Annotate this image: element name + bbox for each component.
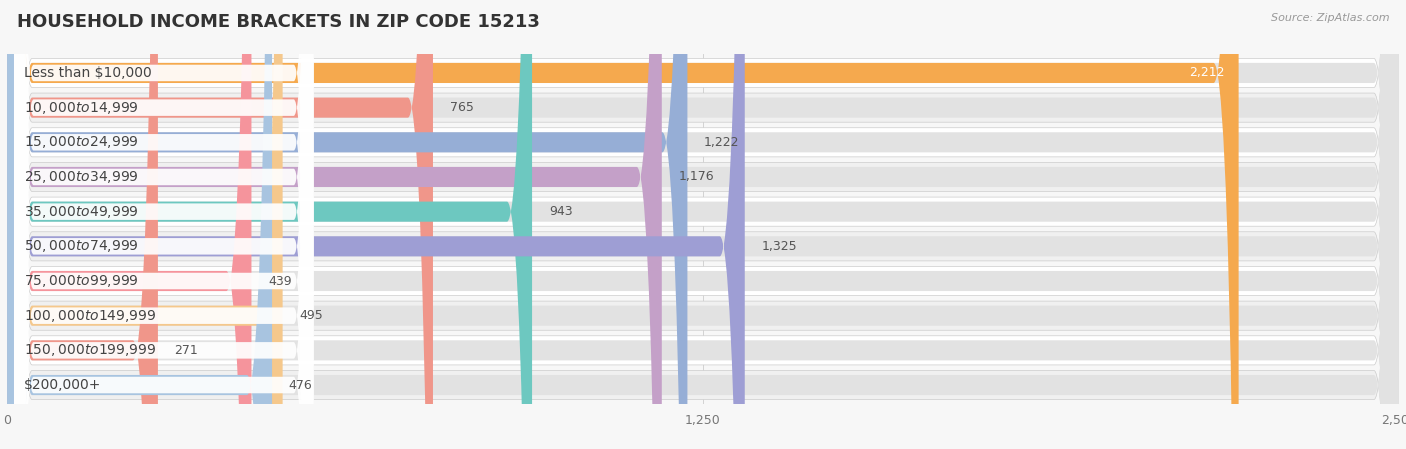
FancyBboxPatch shape — [14, 0, 314, 449]
FancyBboxPatch shape — [7, 0, 1399, 449]
Text: 765: 765 — [450, 101, 474, 114]
FancyBboxPatch shape — [7, 0, 433, 449]
FancyBboxPatch shape — [7, 0, 1399, 449]
FancyBboxPatch shape — [14, 0, 314, 449]
Text: 271: 271 — [174, 344, 198, 357]
Text: $100,000 to $149,999: $100,000 to $149,999 — [24, 308, 156, 324]
FancyBboxPatch shape — [14, 0, 314, 449]
FancyBboxPatch shape — [14, 0, 314, 449]
FancyBboxPatch shape — [7, 0, 745, 449]
Text: 439: 439 — [269, 274, 292, 287]
Text: 495: 495 — [299, 309, 323, 322]
FancyBboxPatch shape — [7, 0, 1399, 449]
FancyBboxPatch shape — [7, 0, 1399, 449]
FancyBboxPatch shape — [7, 0, 1399, 449]
Text: 1,222: 1,222 — [704, 136, 740, 149]
Text: Source: ZipAtlas.com: Source: ZipAtlas.com — [1271, 13, 1389, 23]
FancyBboxPatch shape — [14, 0, 314, 449]
FancyBboxPatch shape — [7, 0, 688, 449]
FancyBboxPatch shape — [14, 0, 314, 449]
Text: Less than $10,000: Less than $10,000 — [24, 66, 152, 80]
Text: $75,000 to $99,999: $75,000 to $99,999 — [24, 273, 139, 289]
FancyBboxPatch shape — [7, 0, 271, 449]
FancyBboxPatch shape — [7, 0, 1399, 449]
FancyBboxPatch shape — [7, 0, 1399, 449]
FancyBboxPatch shape — [7, 0, 1399, 449]
FancyBboxPatch shape — [14, 0, 314, 449]
Text: 2,212: 2,212 — [1189, 66, 1225, 79]
FancyBboxPatch shape — [7, 0, 1239, 449]
FancyBboxPatch shape — [14, 0, 314, 449]
FancyBboxPatch shape — [7, 0, 157, 449]
Text: 1,325: 1,325 — [762, 240, 797, 253]
FancyBboxPatch shape — [7, 0, 283, 449]
FancyBboxPatch shape — [7, 0, 1399, 449]
FancyBboxPatch shape — [7, 0, 1399, 449]
FancyBboxPatch shape — [7, 0, 1399, 449]
FancyBboxPatch shape — [7, 0, 252, 449]
Text: 1,176: 1,176 — [679, 171, 714, 184]
FancyBboxPatch shape — [7, 0, 1399, 449]
Text: 476: 476 — [288, 379, 312, 392]
Text: $50,000 to $74,999: $50,000 to $74,999 — [24, 238, 139, 254]
Text: $150,000 to $199,999: $150,000 to $199,999 — [24, 342, 156, 358]
Text: $10,000 to $14,999: $10,000 to $14,999 — [24, 100, 139, 116]
FancyBboxPatch shape — [14, 0, 314, 449]
FancyBboxPatch shape — [7, 0, 1399, 449]
FancyBboxPatch shape — [7, 0, 1399, 449]
FancyBboxPatch shape — [7, 0, 1399, 449]
Text: $200,000+: $200,000+ — [24, 378, 101, 392]
Text: $15,000 to $24,999: $15,000 to $24,999 — [24, 134, 139, 150]
FancyBboxPatch shape — [7, 0, 531, 449]
Text: 943: 943 — [548, 205, 572, 218]
FancyBboxPatch shape — [14, 0, 314, 449]
FancyBboxPatch shape — [7, 0, 662, 449]
FancyBboxPatch shape — [7, 0, 1399, 449]
FancyBboxPatch shape — [7, 0, 1399, 449]
FancyBboxPatch shape — [7, 0, 1399, 449]
Text: HOUSEHOLD INCOME BRACKETS IN ZIP CODE 15213: HOUSEHOLD INCOME BRACKETS IN ZIP CODE 15… — [17, 13, 540, 31]
Text: $25,000 to $34,999: $25,000 to $34,999 — [24, 169, 139, 185]
FancyBboxPatch shape — [7, 0, 1399, 449]
FancyBboxPatch shape — [7, 0, 1399, 449]
Text: $35,000 to $49,999: $35,000 to $49,999 — [24, 204, 139, 220]
